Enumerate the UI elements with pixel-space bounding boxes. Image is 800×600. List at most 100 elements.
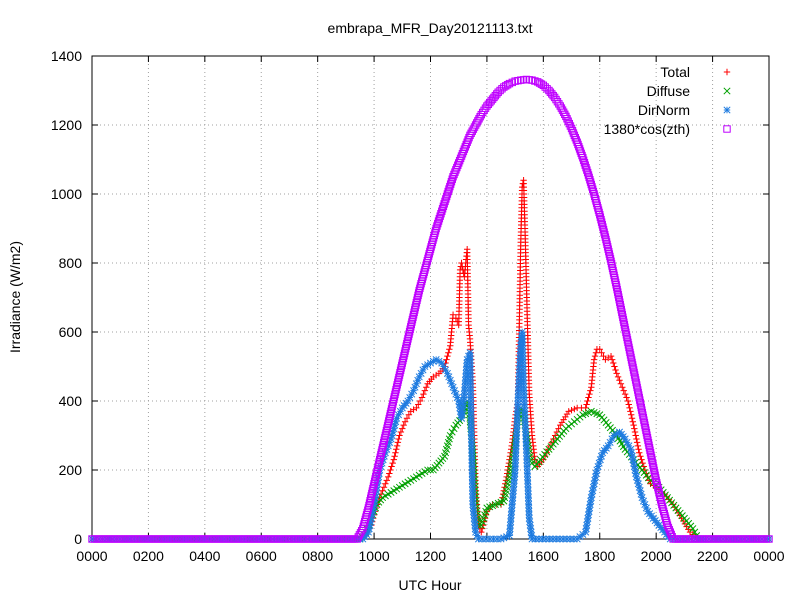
data-point	[433, 222, 441, 230]
data-point	[393, 442, 401, 450]
data-point	[387, 466, 394, 474]
data-point	[440, 200, 448, 208]
data-point	[587, 387, 594, 394]
data-point	[647, 454, 656, 462]
data-point	[469, 497, 477, 505]
data-point	[625, 442, 633, 450]
data-point	[603, 240, 611, 249]
data-point	[468, 476, 476, 484]
data-point	[522, 445, 530, 453]
data-point	[520, 393, 528, 402]
data-point	[587, 497, 595, 505]
data-point	[366, 497, 374, 505]
data-point	[466, 373, 474, 381]
data-point	[635, 446, 642, 453]
data-point	[648, 456, 656, 464]
data-point	[506, 528, 514, 536]
data-point	[386, 470, 393, 477]
data-point	[601, 230, 609, 239]
data-point	[449, 383, 457, 391]
data-point	[443, 356, 450, 363]
data-point	[486, 535, 494, 543]
data-point	[410, 387, 418, 395]
data-point	[468, 445, 476, 453]
data-point	[395, 371, 404, 379]
data-point	[518, 331, 526, 340]
data-point	[635, 391, 643, 399]
data-point	[625, 346, 634, 354]
data-point	[595, 459, 603, 467]
y-tick-label: 1200	[51, 117, 82, 133]
data-point	[426, 247, 434, 256]
data-point	[587, 180, 595, 189]
data-point	[413, 296, 421, 304]
data-point	[611, 278, 620, 287]
data-point	[396, 407, 404, 415]
data-point	[584, 514, 592, 522]
data-point	[624, 338, 632, 347]
data-point	[689, 525, 697, 533]
data-point	[522, 438, 530, 446]
data-point	[363, 508, 371, 517]
data-point	[408, 318, 416, 326]
data-point	[467, 397, 475, 405]
data-point	[401, 347, 409, 355]
data-point	[583, 401, 590, 408]
data-point	[373, 468, 381, 476]
data-point	[524, 476, 532, 484]
data-point	[518, 335, 526, 343]
data-point	[366, 494, 375, 502]
data-point	[512, 438, 520, 446]
data-point	[528, 535, 536, 543]
data-point	[627, 445, 635, 453]
data-point	[519, 345, 527, 353]
data-point	[610, 359, 617, 367]
data-point	[512, 431, 521, 440]
y-tick-label: 1000	[51, 186, 82, 202]
data-point	[399, 425, 406, 432]
data-point	[365, 501, 373, 510]
data-point	[659, 505, 667, 513]
data-point	[617, 306, 625, 314]
data-point	[513, 421, 521, 429]
data-point	[406, 393, 414, 402]
data-point	[435, 214, 444, 223]
data-point	[633, 435, 640, 443]
data-point	[526, 518, 534, 526]
data-point	[600, 228, 608, 236]
data-point	[586, 504, 594, 512]
data-point	[411, 306, 419, 314]
data-point	[519, 380, 528, 388]
data-point	[636, 396, 644, 404]
data-point	[429, 357, 437, 365]
data-point	[406, 325, 414, 333]
data-point	[636, 449, 643, 456]
data-point	[583, 521, 591, 529]
data-point	[365, 525, 373, 533]
data-point	[165, 535, 173, 543]
data-point	[654, 486, 663, 494]
data-point	[651, 474, 660, 482]
data-point	[434, 219, 442, 228]
data-point	[467, 400, 475, 409]
data-point	[468, 449, 476, 457]
data-point	[506, 525, 514, 533]
data-point	[426, 466, 435, 474]
data-point	[625, 343, 633, 352]
data-point	[469, 504, 477, 512]
data-point	[431, 229, 439, 237]
data-point	[436, 212, 444, 220]
data-point	[428, 238, 437, 247]
data-point	[461, 380, 469, 388]
data-point	[367, 492, 375, 500]
data-point	[467, 407, 475, 415]
data-point	[597, 452, 605, 460]
data-point	[371, 475, 379, 483]
data-point	[607, 259, 616, 268]
data-point	[613, 370, 620, 377]
x-tick-label: 0000	[76, 548, 107, 564]
data-point	[397, 364, 405, 372]
data-point	[367, 518, 375, 526]
data-point	[393, 381, 401, 389]
data-point	[380, 484, 388, 491]
